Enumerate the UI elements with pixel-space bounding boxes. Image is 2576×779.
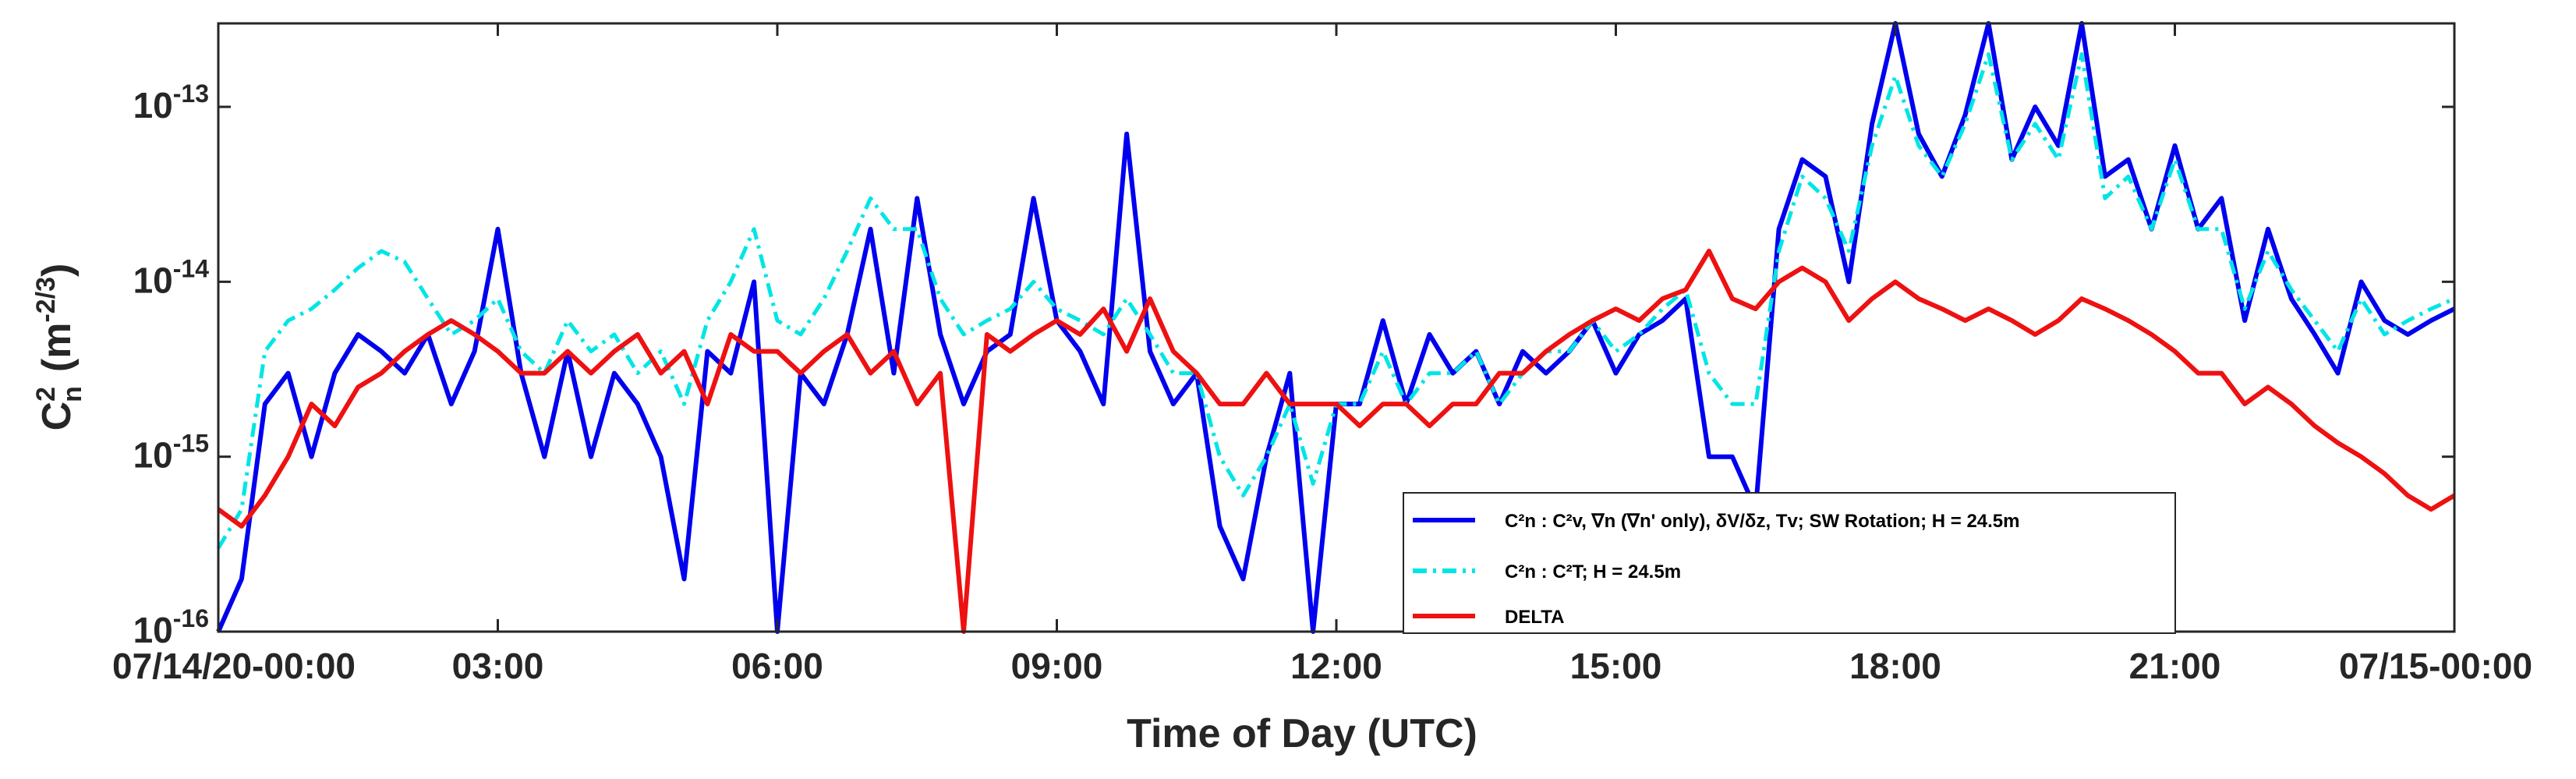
legend: C²n : C²v, ∇n (∇n' only), δV/δz, Tv; SW … xyxy=(1403,492,2176,634)
x-tick-label: 21:00 xyxy=(2129,646,2221,686)
y-axis-label: C2n (m-2/3) xyxy=(31,264,87,431)
y-tick-label: 10-15 xyxy=(133,430,209,476)
y-tick-label: 10-13 xyxy=(133,80,209,126)
x-tick-label: 06:00 xyxy=(731,646,823,686)
legend-entry-3: DELTA xyxy=(1505,607,1564,628)
ylabel-unit-sup: -2/3 xyxy=(31,277,61,323)
legend-entry-2: C²n : C²T; H = 24.5m xyxy=(1505,561,1681,582)
ylabel-unit-prefix: (m xyxy=(34,323,80,373)
ylabel-unit-suffix: ) xyxy=(34,264,80,277)
x-axis-label: Time of Day (UTC) xyxy=(1127,711,1477,756)
x-axis: 07/14/20-00:00 03:00 06:00 09:00 12:00 15:00 1… xyxy=(112,23,2532,686)
x-tick-label: 07/15-00:00 xyxy=(2339,646,2532,686)
ylabel-base: C xyxy=(34,402,80,431)
x-tick-label: 18:00 xyxy=(1849,646,1941,686)
x-tick-label: 03:00 xyxy=(452,646,544,686)
legend-entry-1: C²n : C²v, ∇n (∇n' only), δV/δz, Tv; SW … xyxy=(1505,511,2020,532)
y-axis: 10-16 10-15 10-14 10-13 xyxy=(133,80,2454,650)
y-tick-label: 10-14 xyxy=(133,254,210,300)
x-tick-label: 09:00 xyxy=(1011,646,1103,686)
x-tick-label: 07/14/20-00:00 xyxy=(112,646,356,686)
ylabel-sub: n xyxy=(58,386,87,402)
legend-box xyxy=(1403,492,2176,634)
x-tick-label: 15:00 xyxy=(1570,646,1662,686)
y-tick-label: 10-16 xyxy=(133,604,209,650)
ylabel-sup: 2 xyxy=(31,387,61,402)
x-tick-label: 12:00 xyxy=(1290,646,1382,686)
